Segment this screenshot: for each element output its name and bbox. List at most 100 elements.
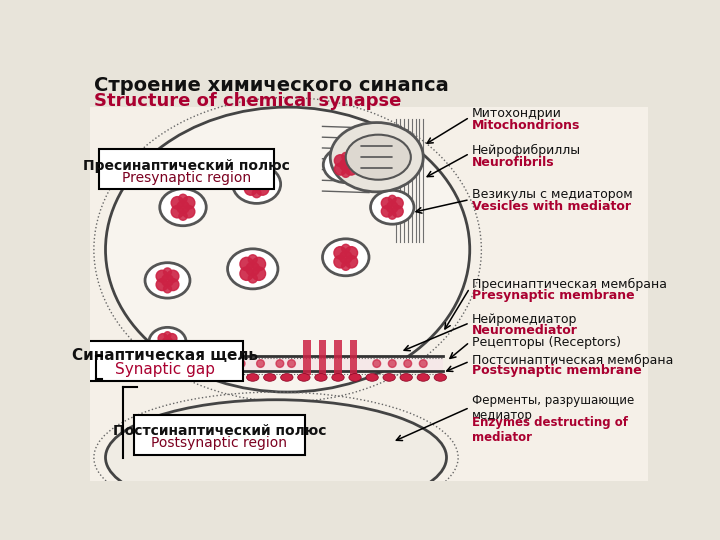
- Circle shape: [240, 258, 253, 271]
- Text: Пресинаптическая мембрана: Пресинаптическая мембрана: [472, 278, 667, 291]
- Ellipse shape: [349, 374, 361, 381]
- Ellipse shape: [383, 374, 395, 381]
- Ellipse shape: [212, 374, 225, 381]
- Circle shape: [163, 337, 173, 347]
- Circle shape: [341, 262, 350, 271]
- Ellipse shape: [230, 374, 242, 381]
- Circle shape: [176, 201, 189, 213]
- Bar: [350, 340, 357, 375]
- Ellipse shape: [323, 239, 369, 276]
- Circle shape: [256, 173, 269, 186]
- Circle shape: [388, 360, 396, 367]
- Ellipse shape: [233, 165, 281, 204]
- Circle shape: [163, 285, 171, 293]
- Text: Structure of chemical synapse: Structure of chemical synapse: [94, 92, 401, 110]
- FancyBboxPatch shape: [99, 148, 274, 189]
- Circle shape: [382, 206, 393, 217]
- Ellipse shape: [228, 249, 278, 289]
- Circle shape: [182, 206, 195, 218]
- Text: Постсинаптический полюс: Постсинаптический полюс: [112, 423, 326, 437]
- Circle shape: [342, 170, 350, 177]
- Circle shape: [256, 183, 269, 195]
- Circle shape: [388, 212, 396, 219]
- Circle shape: [218, 360, 225, 367]
- Circle shape: [248, 255, 257, 264]
- Bar: [319, 340, 326, 375]
- Circle shape: [387, 201, 398, 213]
- Circle shape: [246, 262, 259, 275]
- Text: Нейромедиатор: Нейромедиатор: [472, 313, 577, 326]
- Bar: [163, 356, 443, 372]
- Text: Ферменты, разрушающие
медиатор: Ферменты, разрушающие медиатор: [472, 394, 634, 422]
- Text: Нейрофибриллы: Нейрофибриллы: [472, 144, 581, 157]
- Ellipse shape: [323, 147, 368, 183]
- Text: Постсинаптическая мембрана: Постсинаптическая мембрана: [472, 354, 673, 367]
- Circle shape: [179, 212, 187, 220]
- Text: Postsynaptic membrane: Postsynaptic membrane: [472, 364, 642, 377]
- Circle shape: [334, 154, 346, 167]
- Circle shape: [167, 341, 177, 350]
- Circle shape: [334, 247, 346, 259]
- Text: Mitochondrions: Mitochondrions: [472, 119, 580, 132]
- Text: Рецепторы (Receptors): Рецепторы (Receptors): [472, 336, 621, 349]
- Text: Enzymes destructing of
mediator: Enzymes destructing of mediator: [472, 416, 628, 444]
- Circle shape: [164, 332, 171, 338]
- Ellipse shape: [297, 374, 310, 381]
- Text: Neuromediator: Neuromediator: [472, 323, 578, 336]
- Circle shape: [419, 360, 427, 367]
- Circle shape: [248, 274, 257, 283]
- Circle shape: [167, 334, 177, 343]
- Circle shape: [156, 279, 168, 291]
- Ellipse shape: [179, 374, 191, 381]
- Bar: [90, 107, 648, 481]
- Ellipse shape: [246, 374, 259, 381]
- Circle shape: [167, 270, 179, 282]
- Circle shape: [244, 173, 257, 186]
- Circle shape: [171, 197, 184, 209]
- Ellipse shape: [145, 262, 190, 298]
- Text: Presynaptic membrane: Presynaptic membrane: [472, 289, 635, 302]
- Ellipse shape: [332, 374, 344, 381]
- Circle shape: [158, 341, 168, 350]
- FancyBboxPatch shape: [88, 341, 243, 381]
- Circle shape: [345, 255, 358, 268]
- Text: Postsynaptic region: Postsynaptic region: [151, 436, 287, 450]
- Circle shape: [163, 268, 171, 276]
- Circle shape: [334, 255, 346, 268]
- Circle shape: [164, 346, 171, 352]
- Circle shape: [392, 206, 403, 217]
- Circle shape: [342, 152, 350, 160]
- Circle shape: [252, 171, 261, 179]
- Circle shape: [256, 360, 264, 367]
- Ellipse shape: [160, 189, 206, 226]
- Circle shape: [345, 163, 357, 175]
- Circle shape: [244, 183, 257, 195]
- Circle shape: [252, 189, 261, 198]
- Text: Везикулы с медиатором: Везикулы с медиатором: [472, 188, 633, 201]
- Circle shape: [179, 360, 187, 367]
- Circle shape: [345, 247, 358, 259]
- Text: Synaptic gap: Synaptic gap: [115, 362, 215, 377]
- Ellipse shape: [264, 374, 276, 381]
- Ellipse shape: [330, 123, 423, 192]
- Ellipse shape: [195, 374, 208, 381]
- Circle shape: [334, 163, 346, 175]
- Ellipse shape: [315, 374, 327, 381]
- Text: Neurofibrils: Neurofibrils: [472, 156, 554, 168]
- Circle shape: [340, 159, 352, 171]
- Circle shape: [199, 360, 206, 367]
- Circle shape: [182, 197, 195, 209]
- Bar: [303, 340, 311, 375]
- Ellipse shape: [149, 327, 186, 356]
- Bar: [334, 340, 342, 375]
- FancyBboxPatch shape: [134, 415, 305, 455]
- Ellipse shape: [400, 374, 413, 381]
- Ellipse shape: [106, 400, 446, 515]
- Circle shape: [287, 360, 295, 367]
- Ellipse shape: [346, 134, 411, 180]
- Circle shape: [156, 270, 168, 282]
- Circle shape: [340, 251, 352, 264]
- Circle shape: [161, 274, 174, 286]
- Circle shape: [250, 178, 263, 191]
- Circle shape: [179, 194, 187, 202]
